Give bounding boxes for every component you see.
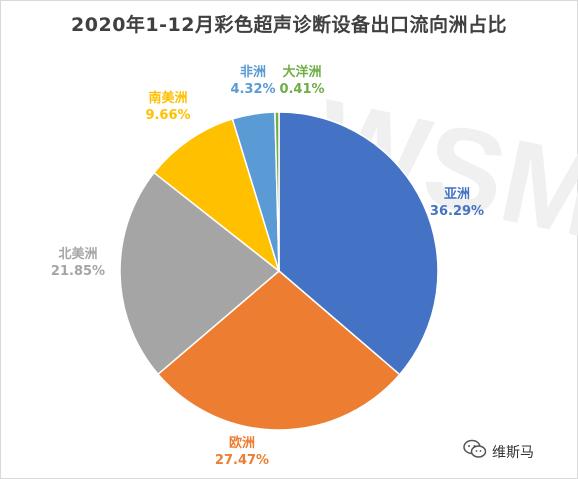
slice-label-value-4: 4.32% [230,82,275,97]
source-badge-text: 维斯马 [492,445,534,461]
slice-label-name-0: 亚洲 [444,187,470,202]
slice-label-name-2: 北美洲 [58,246,97,262]
slice-label-value-2: 21.85% [51,264,105,279]
pie-slice-5 [274,111,280,272]
wechat-icon [463,438,487,464]
chart-title: 2020年1-12月彩色超声诊断设备出口流向洲占比 [71,14,507,36]
slice-label-value-3: 9.66% [145,108,190,123]
slice-label-value-0: 36.29% [430,204,484,219]
slice-label-name-4: 非洲 [240,64,266,80]
pie-slice-1 [156,270,401,431]
slice-label-value-1: 27.47% [215,453,269,468]
slice-label-value-5: 0.41% [279,82,324,97]
pie-slice-3 [152,118,281,274]
slice-label-name-3: 南美洲 [148,90,187,106]
pie-slice-0 [278,111,439,376]
slice-label-name-5: 大洋洲 [282,64,321,80]
slice-label-name-1: 欧洲 [229,435,255,451]
pie-slice-2 [119,171,281,376]
